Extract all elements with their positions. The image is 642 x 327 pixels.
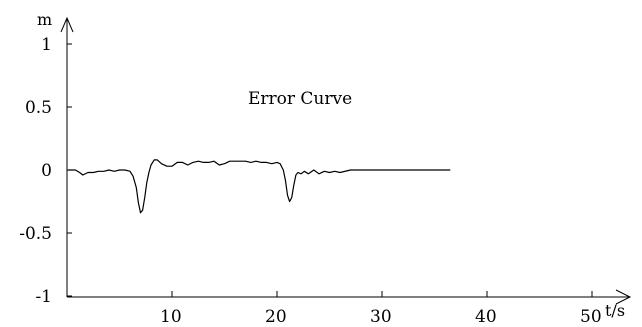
y-ticks: 1 0.5 0 -0.5 -1 [19,35,72,307]
x-tick-label: 50 [580,307,602,327]
error-curve-line [68,159,451,214]
y-tick-label: 0.5 [25,98,52,118]
chart-title: Error Curve [248,89,352,109]
x-ticks: 10 20 30 40 50 [160,291,602,327]
x-axis-label: t/s [605,301,625,320]
x-tick-label: 10 [160,307,182,327]
y-axis-label: m [37,10,52,29]
x-tick-label: 30 [370,307,392,327]
y-axis-arrow-icon [60,16,74,33]
y-tick-label: 1 [41,35,52,55]
x-tick-label: 40 [475,307,497,327]
plot-area [68,159,451,214]
y-tick-label: -1 [35,287,52,307]
axes [60,16,632,305]
x-tick-label: 20 [265,307,287,327]
y-tick-label: -0.5 [19,224,52,244]
y-tick-label: 0 [41,161,52,181]
x-axis-arrow-icon [615,289,632,305]
